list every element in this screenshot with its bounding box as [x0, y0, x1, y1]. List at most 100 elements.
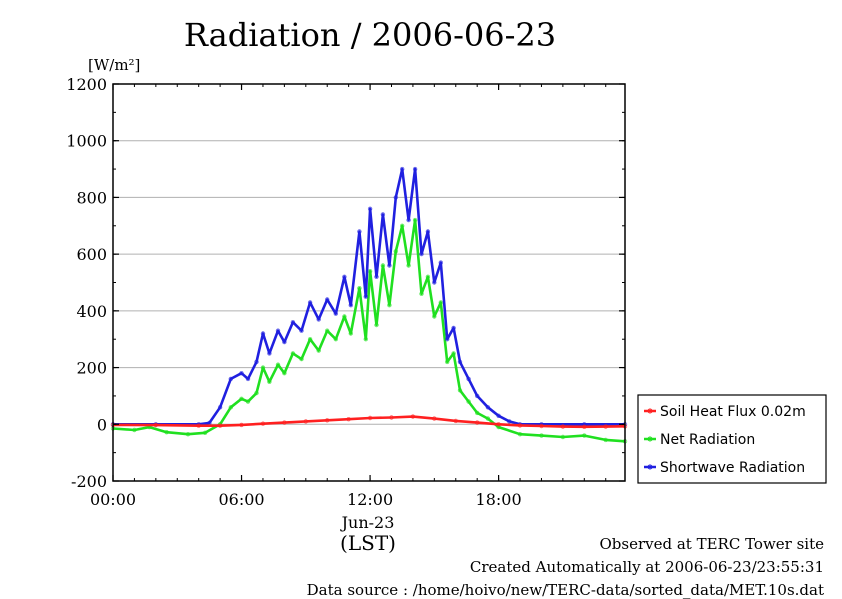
- data-point: [267, 351, 272, 356]
- data-point: [582, 433, 587, 438]
- data-point: [363, 294, 368, 299]
- data-point: [239, 422, 244, 428]
- data-point: [202, 430, 208, 435]
- data-point: [260, 331, 266, 336]
- data-point: [406, 217, 411, 223]
- data-point: [217, 405, 223, 410]
- data-point: [432, 280, 437, 285]
- data-point: [325, 297, 330, 302]
- data-point: [282, 339, 287, 345]
- series-line-shortwave-radiation: [113, 167, 625, 426]
- data-point: [342, 314, 347, 319]
- data-point: [307, 300, 313, 305]
- data-point: [406, 263, 411, 268]
- data-point: [425, 274, 431, 279]
- y-tick-label: 200: [76, 359, 107, 378]
- data-point: [275, 362, 281, 367]
- data-point: [164, 430, 169, 435]
- data-point: [457, 388, 463, 393]
- data-point: [307, 337, 313, 342]
- data-point: [425, 229, 431, 234]
- y-axis: -200 0 200 400 600 800 1000 1200: [66, 75, 625, 491]
- data-point: [267, 379, 272, 384]
- data-point: [485, 416, 491, 421]
- x-axis-date-label: Jun-23: [340, 513, 395, 532]
- data-point: [153, 422, 158, 428]
- series-soil-heat-flux-0-02m: [110, 414, 628, 429]
- data-point: [457, 359, 463, 365]
- data-point: [496, 422, 501, 427]
- data-point: [325, 418, 330, 423]
- data-point: [357, 229, 362, 234]
- data-point: [432, 416, 437, 421]
- data-point: [290, 351, 296, 356]
- data-point: [517, 432, 523, 437]
- data-point: [475, 410, 480, 416]
- data-point: [496, 413, 501, 418]
- data-point: [374, 322, 379, 328]
- data-point: [475, 393, 480, 399]
- x-tick-label: 18:00: [476, 490, 522, 509]
- data-point: [507, 419, 512, 424]
- data-point: [357, 286, 362, 291]
- data-point: [316, 317, 321, 322]
- data-point: [387, 263, 392, 268]
- legend-marker: [647, 436, 653, 442]
- data-point: [245, 399, 251, 404]
- series-layer: [110, 166, 628, 444]
- data-point: [290, 320, 296, 325]
- data-point: [333, 337, 338, 342]
- data-point: [380, 212, 386, 217]
- legend-label: Soil Heat Flux 0.02m: [660, 404, 806, 420]
- data-point: [299, 356, 304, 362]
- data-point: [348, 303, 353, 308]
- data-point: [228, 405, 233, 410]
- data-point: [282, 420, 287, 425]
- x-axis: 00:00 06:00 12:00 18:00: [90, 84, 607, 509]
- data-point: [539, 423, 544, 429]
- data-point: [438, 260, 443, 265]
- series-line-net-radiation: [112, 218, 626, 443]
- data-point: [348, 331, 353, 336]
- data-point: [342, 274, 347, 279]
- data-point: [410, 414, 416, 419]
- x-tick-label: 00:00: [90, 490, 136, 509]
- data-point: [363, 337, 368, 342]
- data-point: [393, 195, 398, 200]
- legend-marker: [647, 408, 653, 414]
- data-point: [228, 376, 233, 382]
- data-point: [466, 376, 471, 382]
- data-point: [374, 274, 379, 279]
- data-point: [196, 423, 201, 428]
- data-point: [451, 325, 456, 331]
- y-tick-label: 800: [76, 188, 107, 207]
- data-point: [245, 376, 251, 382]
- data-point: [282, 371, 287, 376]
- y-tick-label: 1000: [66, 132, 107, 151]
- data-point: [412, 217, 418, 223]
- data-point: [380, 263, 386, 268]
- legend-label: Net Radiation: [660, 432, 755, 448]
- data-point: [582, 424, 587, 429]
- x-tick-label: 12:00: [347, 490, 393, 509]
- data-point: [303, 419, 308, 424]
- y-tick-label: 400: [76, 302, 107, 321]
- data-point: [316, 348, 321, 353]
- data-point: [419, 291, 424, 296]
- data-point: [432, 314, 437, 319]
- data-point: [239, 371, 244, 376]
- data-point: [389, 415, 394, 420]
- data-point: [400, 166, 405, 172]
- legend-box: [637, 394, 827, 484]
- data-point: [346, 417, 351, 422]
- legend-label: Shortwave Radiation: [660, 460, 805, 476]
- data-point: [387, 303, 392, 308]
- footer-source: Data source : /home/hoivo/new/TERC-data/…: [306, 581, 824, 599]
- data-point: [367, 206, 373, 211]
- data-point: [517, 423, 523, 428]
- data-point: [419, 251, 424, 257]
- data-point: [603, 424, 608, 429]
- data-point: [560, 434, 566, 440]
- x-tick-label: 06:00: [218, 490, 264, 509]
- data-point: [438, 300, 443, 305]
